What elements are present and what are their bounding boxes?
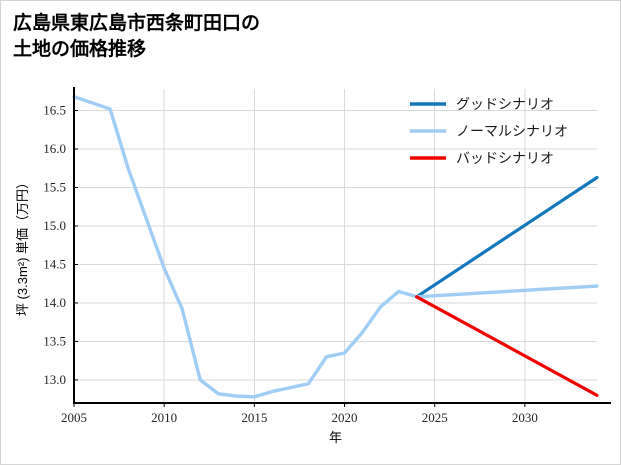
x-tick-label: 2020 [332, 410, 358, 425]
legend-item[interactable]: グッドシナリオ [410, 96, 554, 112]
y-axis-title: 坪 (3.3m²) 単価（万円） [15, 176, 30, 316]
x-axis-title: 年 [329, 430, 342, 445]
series-line [72, 95, 599, 399]
axis-title-layer: 年 坪 (3.3m²) 単価（万円） [15, 176, 342, 445]
x-tick-label: 2005 [61, 410, 87, 425]
series-layer [72, 95, 599, 399]
y-tick-label: 16.5 [43, 103, 66, 118]
legend-label: ノーマルシナリオ [456, 123, 568, 139]
y-tick-label: 13.5 [43, 333, 66, 348]
tick-label-layer: 13.0 13.5 14.0 14.5 15.0 15.5 16.0 16.5 2005 2010… [43, 103, 538, 425]
legend-label: バッドシナリオ [456, 150, 554, 166]
legend-item[interactable]: バッドシナリオ [410, 150, 554, 166]
x-tick-label: 2010 [151, 410, 177, 425]
axis-layer [72, 87, 611, 407]
x-tick-label: 2030 [512, 410, 538, 425]
y-tick-label: 13.0 [43, 372, 66, 387]
y-tick-label: 14.0 [43, 295, 66, 310]
grid-layer [73, 89, 597, 403]
y-tick-label: 14.5 [43, 256, 66, 271]
legend-item[interactable]: ノーマルシナリオ [410, 123, 568, 139]
y-tick-label: 15.5 [43, 180, 66, 195]
series-line [415, 295, 599, 397]
y-tick-label: 15.0 [43, 218, 66, 233]
x-tick-label: 2015 [241, 410, 267, 425]
legend-label: グッドシナリオ [456, 96, 554, 112]
series-line [415, 175, 599, 299]
page-title: 広島県東広島市西条町田口の 土地の価格推移 [13, 13, 261, 60]
y-tick-label: 16.0 [43, 141, 66, 156]
x-tick-label: 2025 [422, 410, 448, 425]
